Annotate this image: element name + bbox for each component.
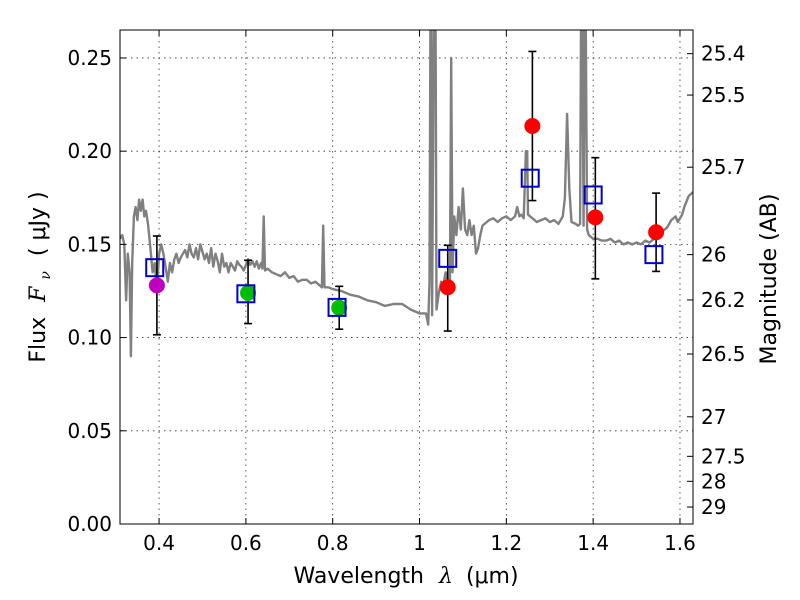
mag-tick-label: 27.5 [701,444,746,468]
mag-tick-label: 26.5 [701,342,746,366]
x-tick-label: 0.8 [317,531,349,555]
y-axis-label-sub: ν [38,271,54,280]
x-axis-label-symbol: λ [438,564,453,589]
y-tick-label: 0.00 [67,512,112,536]
y-tick-label: 0.15 [67,232,112,256]
y2-axis-label: Magnitude (AB) [757,194,782,365]
model-point-square [644,245,664,265]
spectrum-layer [120,30,693,358]
x-tick-label: 1.2 [490,531,522,555]
observed-point-green [240,284,257,301]
observed-point-red [524,118,541,135]
model-point-square [583,185,603,205]
y-tick-label: 0.20 [67,139,112,163]
x-tick-label: 0.4 [143,531,175,555]
mag-tick-label: 26 [701,243,726,267]
mag-tick-label: 25.5 [701,83,746,107]
observed-point-red [648,224,665,241]
model-point-square [236,284,256,304]
model-point-square [438,248,458,268]
x-tick-label: 0.6 [230,531,262,555]
model-points-layer [145,168,664,317]
model-point-square [327,297,347,317]
y-axis-label-unit: ( μJy ) [26,191,51,256]
y-axis-label: Flux F ν ( μJy ) [26,191,56,362]
y-tick-label: 0.05 [67,419,112,443]
x-axis-label-prefix: Wavelength [293,564,424,589]
y-axis-label-prefix: Flux [26,317,51,363]
x-axis-label: Wavelength λ (μm) [293,564,518,589]
x-tick-label: 1.4 [577,531,609,555]
model-point-square [145,258,165,278]
observed-point-red [439,279,456,296]
model-point-square [520,168,540,188]
x-tick-label: 1 [413,531,426,555]
y-tick-label: 0.10 [67,326,112,350]
mag-tick-label: 25.7 [701,155,746,179]
mag-tick-label: 27 [701,405,726,429]
mag-tick-label: 26.2 [701,288,746,312]
observed-points-layer [148,118,665,316]
observed-point-magenta [148,277,165,294]
plot-frame [119,29,694,525]
mag-tick-label: 25.4 [701,42,746,66]
observed-point-green [331,299,348,316]
x-axis-label-unit: (μm) [466,564,519,589]
mag-tick-label: 28 [701,469,726,493]
spectrum-line [120,30,693,358]
x-tick-label: 1.6 [664,531,696,555]
y-axis-label-symbol: F [26,286,51,303]
y-tick-label: 0.25 [67,46,112,70]
mag-tick-label: 29 [701,495,726,519]
observed-point-red [587,209,604,226]
tick-layer: 0.4 0.6 0.8 1 1.2 1.4 1.6 0.00 0.05 0.10 0.15 0.20 0… [67,30,746,555]
